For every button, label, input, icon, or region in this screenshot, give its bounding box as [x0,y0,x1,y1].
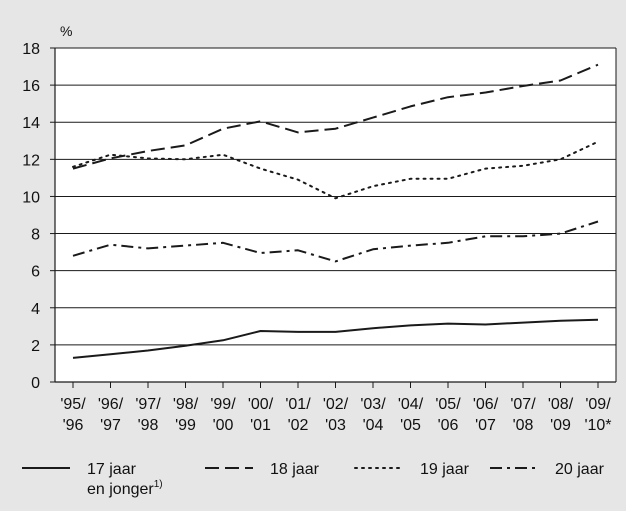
x-tick-label: '97/'98 [135,396,161,434]
legend-label: 19 jaar [420,461,470,478]
gridlines [55,47,616,383]
series-line-19-jaar [72,140,599,200]
legend-label: 18 jaar [270,461,320,478]
y-tick-label: 18 [22,41,40,58]
x-tick-label: '04/'05 [398,396,424,434]
legend: 17 jaar en jonger1) 18 jaar 19 jaar 20 jaar [22,461,605,498]
x-tick-label: '08/'09 [548,396,574,434]
y-tick-label: 2 [31,338,40,355]
y-tick-label: 12 [22,152,40,169]
x-tick-label: '02/'03 [323,396,349,434]
x-tick-label: '96/'97 [98,396,124,434]
x-tick-label: '06/'07 [473,396,499,434]
series-line-17-jaar-en-jonger [72,318,599,359]
y-tick-label: 10 [22,189,40,206]
x-tick-label: '98/'99 [173,396,199,434]
series-line-18-jaar [72,63,599,170]
y-axis-label: % [60,23,72,39]
y-tick-label: 14 [22,115,40,132]
x-tick-label: '00/'01 [248,396,274,434]
x-tick-label: '01/'02 [285,396,311,434]
legend-label: 17 jaar en jonger1) [87,461,163,498]
x-tick-label: '09/'10* [584,396,611,434]
axes [50,47,617,388]
y-tick-label: 0 [31,375,40,392]
x-tick-label: '95/'96 [60,396,86,434]
y-tick-label: 16 [22,78,40,95]
x-tick-label: '05/'06 [435,396,461,434]
y-tick-label: 4 [31,301,40,318]
y-tick-label: 6 [31,264,40,281]
series-line-20-jaar [72,220,599,263]
x-tick-label: '99/'00 [210,396,236,434]
tick-labels: 0 2 4 6 8 10 12 14 16 18% '95/'96 '96/'97 '97/'98 '98… [22,23,611,434]
x-tick-label: '07/'08 [510,396,536,434]
plot-area [55,48,616,382]
series-lines [72,63,599,359]
legend-label: 20 jaar [555,461,605,478]
y-tick-label: 8 [31,227,40,244]
x-tick-label: '03/'04 [360,396,386,434]
